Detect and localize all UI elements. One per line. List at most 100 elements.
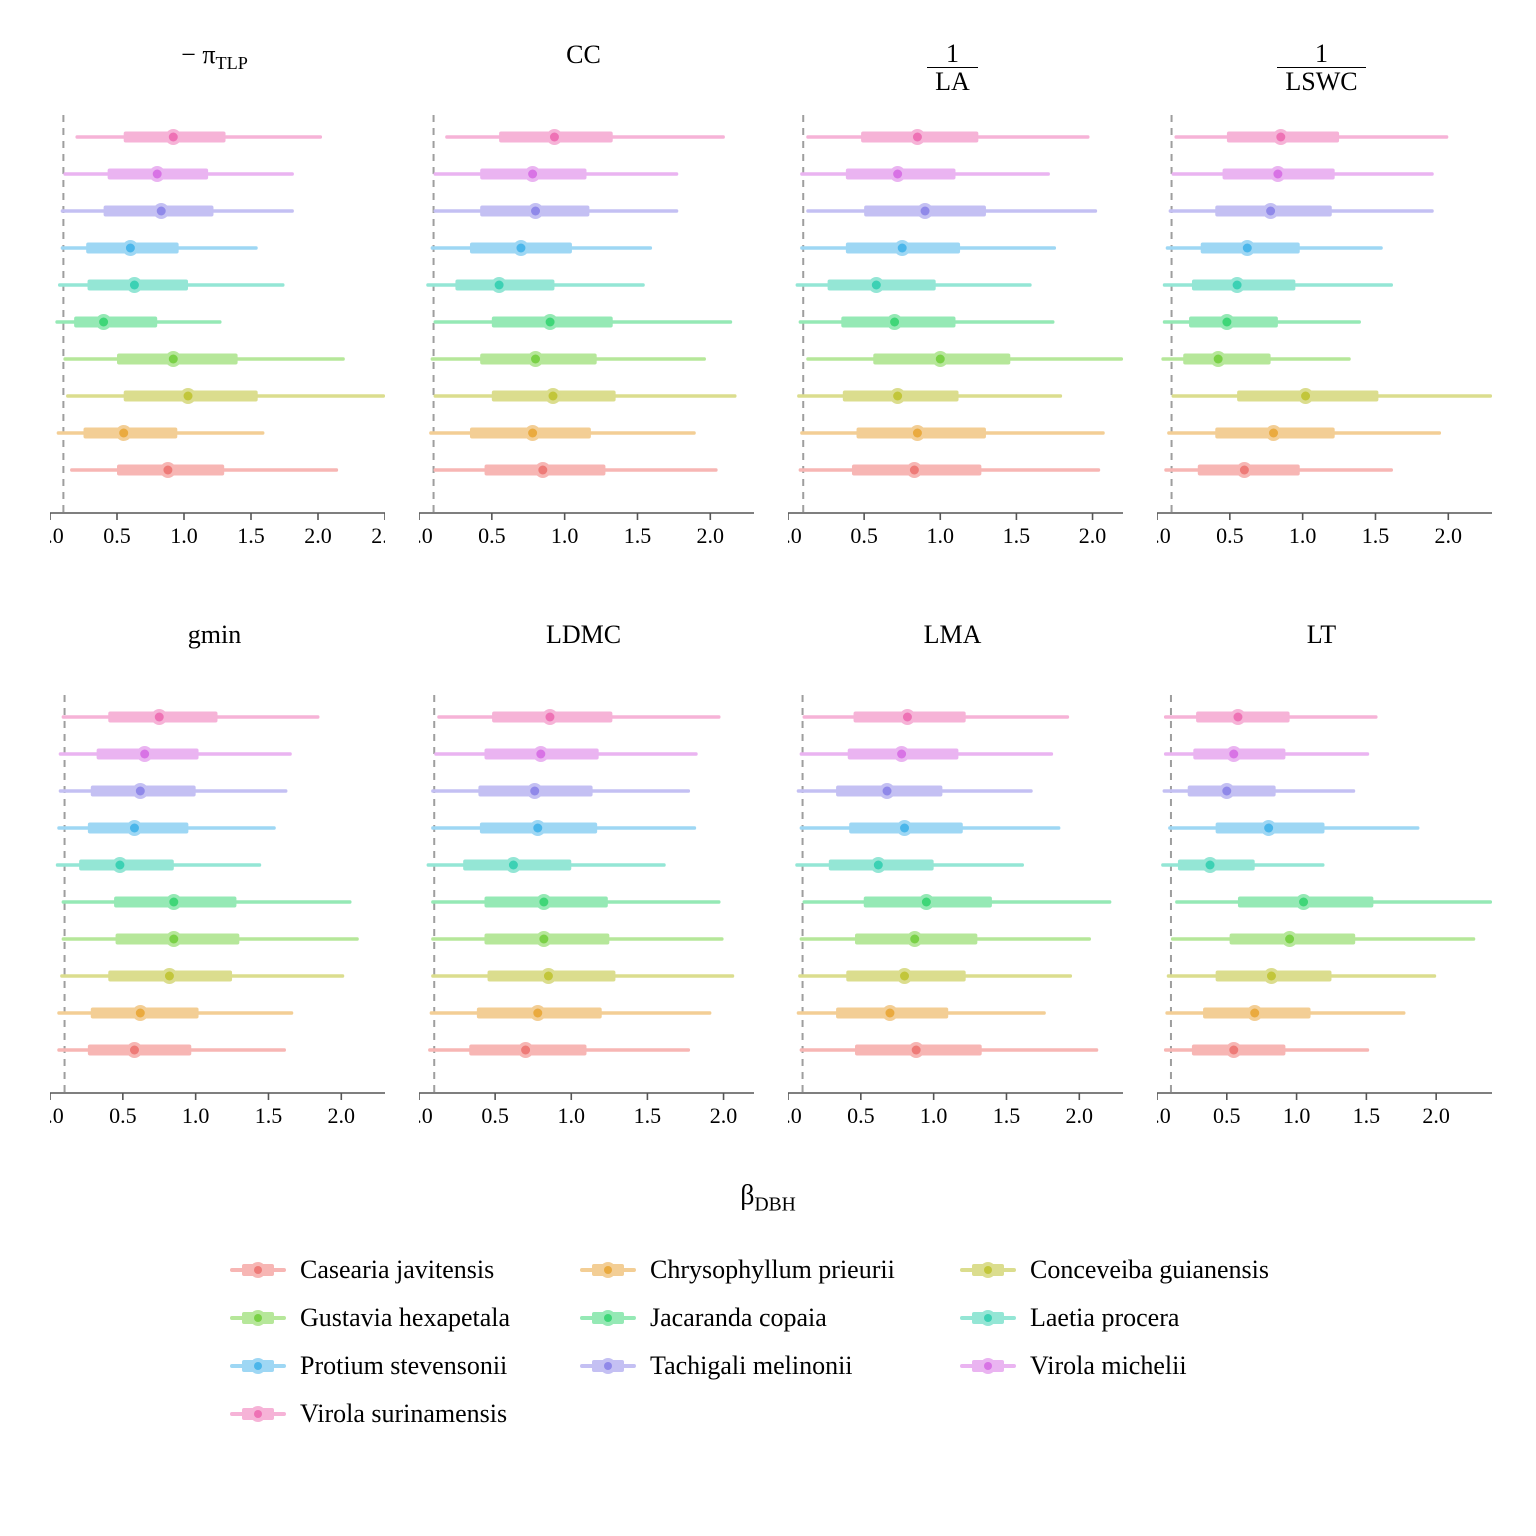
panel-lswc: 1LSWC 0.00.51.01.52.0 xyxy=(1137,40,1506,560)
point xyxy=(900,824,909,833)
x-tick-label: 0.0 xyxy=(50,1103,64,1128)
x-tick-label: 1.0 xyxy=(927,523,955,548)
x-tick-label: 0.0 xyxy=(1157,1103,1171,1128)
point xyxy=(539,898,548,907)
panel-ldmc: LDMC 0.00.51.01.52.0 xyxy=(399,620,768,1140)
point xyxy=(509,861,518,870)
x-tick-label: 1.5 xyxy=(237,523,265,548)
point xyxy=(1229,1046,1238,1055)
x-tick-label: 0.5 xyxy=(1213,1103,1241,1128)
x-tick-label: 0.0 xyxy=(788,523,802,548)
point xyxy=(533,824,542,833)
point xyxy=(184,392,193,401)
point xyxy=(140,750,149,759)
point xyxy=(872,281,881,290)
point xyxy=(531,355,540,364)
legend-swatch xyxy=(230,1308,286,1328)
point xyxy=(169,355,178,364)
x-tick-label: 0.5 xyxy=(1216,523,1244,548)
legend-item-virola_s: Virola surinamensis xyxy=(230,1399,570,1429)
panel-title: LDMC xyxy=(399,620,768,650)
panel-title: 1LSWC xyxy=(1137,40,1506,96)
point xyxy=(136,787,145,796)
point xyxy=(890,318,899,327)
legend-swatch xyxy=(580,1356,636,1376)
point xyxy=(533,1009,542,1018)
x-tick-label: 0.5 xyxy=(109,1103,136,1128)
plot-area: 0.00.51.01.52.0 xyxy=(50,695,385,1095)
point xyxy=(538,466,547,475)
x-tick-label: 2.0 xyxy=(328,1103,356,1128)
point xyxy=(874,861,883,870)
point xyxy=(521,1046,530,1055)
legend-swatch xyxy=(960,1308,1016,1328)
x-tick-label: 1.0 xyxy=(182,1103,210,1128)
point xyxy=(528,170,537,179)
x-tick-label: 0.5 xyxy=(478,523,506,548)
point xyxy=(169,898,178,907)
legend-item-laetia: Laetia procera xyxy=(960,1303,1330,1333)
legend-label: Conceveiba guianensis xyxy=(1030,1255,1269,1285)
plot-area: 0.00.51.01.52.0 xyxy=(419,695,754,1095)
point xyxy=(1233,713,1242,722)
point xyxy=(495,281,504,290)
legend-label: Casearia javitensis xyxy=(300,1255,494,1285)
point xyxy=(936,355,945,364)
ci-thick xyxy=(74,317,157,328)
point xyxy=(922,898,931,907)
x-tick-label: 1.0 xyxy=(170,523,198,548)
x-tick-label: 2.0 xyxy=(304,523,332,548)
legend-item-jacaranda: Jacaranda copaia xyxy=(580,1303,950,1333)
point xyxy=(165,972,174,981)
legend-swatch xyxy=(230,1404,286,1424)
legend-swatch xyxy=(230,1356,286,1376)
point xyxy=(893,392,902,401)
x-tick-label: 0.0 xyxy=(50,523,64,548)
plot-area: 0.00.51.01.52.0 xyxy=(1157,695,1492,1095)
plot-area: 0.00.51.01.52.0 xyxy=(1157,115,1492,515)
point xyxy=(1222,787,1231,796)
point xyxy=(1299,898,1308,907)
x-tick-label: 2.5 xyxy=(371,523,385,548)
x-tick-label: 1.5 xyxy=(634,1103,662,1128)
x-tick-label: 0.0 xyxy=(788,1103,802,1128)
point xyxy=(155,713,164,722)
point xyxy=(530,787,539,796)
point xyxy=(1273,170,1282,179)
legend-item-casearia: Casearia javitensis xyxy=(230,1255,570,1285)
point xyxy=(516,244,525,253)
plot-area: 0.00.51.01.52.0 xyxy=(788,115,1123,515)
point xyxy=(913,429,922,438)
point xyxy=(1214,355,1223,364)
panel-la: 1LA0.00.51.01.52.0 xyxy=(768,40,1137,560)
point xyxy=(903,713,912,722)
point xyxy=(921,207,930,216)
legend-label: Jacaranda copaia xyxy=(650,1303,827,1333)
x-tick-label: 0.5 xyxy=(103,523,131,548)
plot-area: 0.00.51.01.52.0 xyxy=(419,115,754,515)
legend: Casearia javitensisChrysophyllum prieuri… xyxy=(230,1255,1330,1429)
legend-item-virola_m: Virola michelii xyxy=(960,1351,1330,1381)
point xyxy=(1229,750,1238,759)
point xyxy=(910,935,919,944)
x-tick-label: 2.0 xyxy=(1422,1103,1450,1128)
point xyxy=(115,861,124,870)
x-tick-label: 1.0 xyxy=(1283,1103,1311,1128)
point xyxy=(119,429,128,438)
legend-label: Virola surinamensis xyxy=(300,1399,507,1429)
point xyxy=(544,972,553,981)
legend-item-gustavia: Gustavia hexapetala xyxy=(230,1303,570,1333)
x-tick-label: 1.5 xyxy=(1353,1103,1381,1128)
x-tick-label: 1.0 xyxy=(558,1103,586,1128)
x-tick-label: 1.0 xyxy=(1289,523,1317,548)
legend-item-conceveiba: Conceveiba guianensis xyxy=(960,1255,1330,1285)
point xyxy=(169,133,178,142)
point xyxy=(528,429,537,438)
point xyxy=(130,281,139,290)
point xyxy=(898,244,907,253)
x-tick-label: 0.5 xyxy=(850,523,878,548)
panel-title: LMA xyxy=(768,620,1137,650)
panel-pi_tlp: − πTLP0.00.51.01.52.02.5 xyxy=(30,40,399,560)
point xyxy=(1276,133,1285,142)
legend-swatch xyxy=(580,1260,636,1280)
